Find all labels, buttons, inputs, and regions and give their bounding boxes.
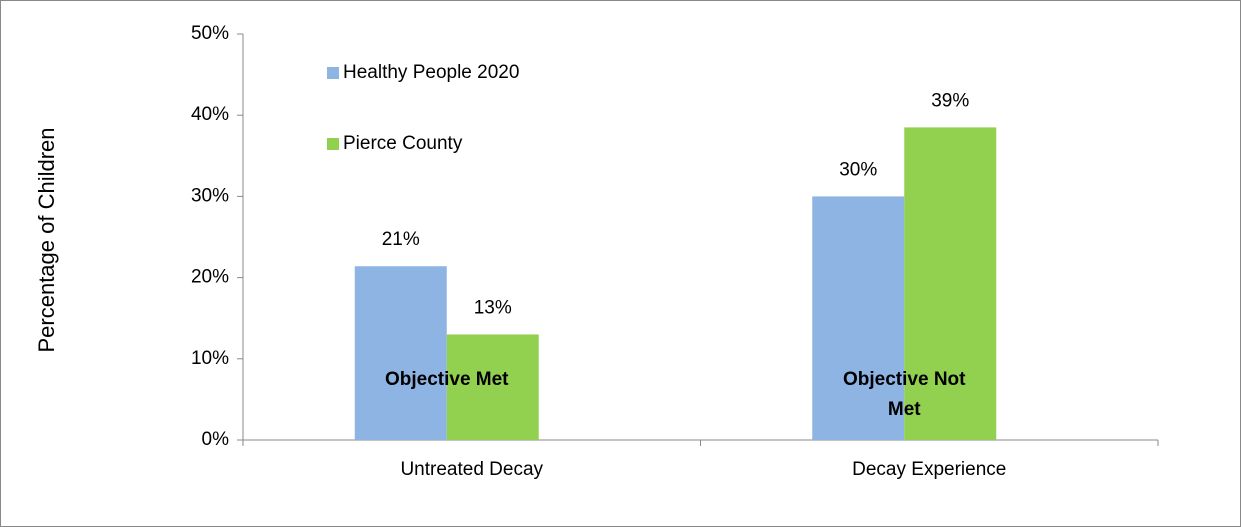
bar xyxy=(354,266,447,440)
bar xyxy=(446,334,539,440)
value-label: 30% xyxy=(839,159,877,180)
value-label: 13% xyxy=(474,297,512,318)
annotation: Objective Not Met xyxy=(843,369,966,420)
y-tick-label: 40% xyxy=(191,104,229,125)
value-label: 21% xyxy=(382,229,420,250)
legend-swatch xyxy=(327,138,339,150)
y-tick-label: 0% xyxy=(202,429,230,450)
legend-label: Healthy People 2020 xyxy=(343,62,519,83)
legend-swatch xyxy=(327,67,339,79)
y-tick-label: 20% xyxy=(191,267,229,288)
bar xyxy=(904,127,997,440)
y-tick-label: 10% xyxy=(191,348,229,369)
y-tick-label: 50% xyxy=(191,23,229,44)
legend-label: Pierce County xyxy=(343,133,463,154)
x-tick-label: Decay Experience xyxy=(852,459,1006,480)
bar xyxy=(812,196,905,440)
y-axis-label: Percentage of Children xyxy=(34,127,59,352)
y-tick-label: 30% xyxy=(191,185,229,206)
x-tick-label: Untreated Decay xyxy=(400,459,543,480)
value-label: 39% xyxy=(931,90,969,111)
annotation: Objective Met xyxy=(385,369,509,390)
